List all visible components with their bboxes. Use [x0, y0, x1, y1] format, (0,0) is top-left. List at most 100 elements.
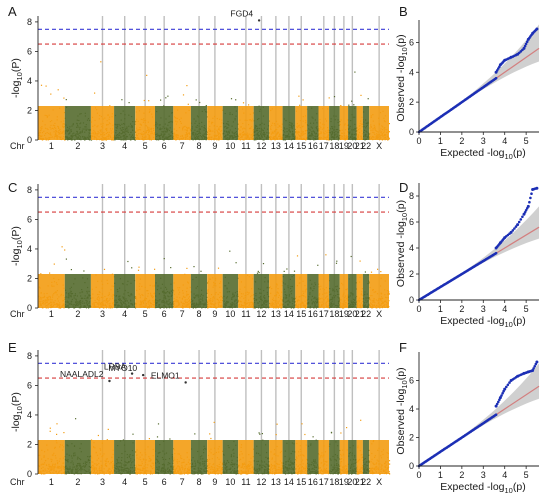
- gene-annotation: FGD4: [230, 8, 253, 18]
- chromosome-tick-label: 7: [180, 141, 185, 151]
- x-tick-label: 5: [524, 304, 529, 314]
- chromosome-base-band: [155, 106, 174, 140]
- chromosome-base-band: [282, 274, 296, 308]
- chromosome-tick-label: 4: [122, 141, 127, 151]
- y-tick-label: 8: [409, 191, 414, 201]
- data-point: [286, 268, 288, 270]
- chromosome-base-band: [329, 106, 340, 140]
- data-point: [353, 104, 355, 106]
- chromosome-tick-label: 5: [143, 141, 148, 151]
- data-point: [148, 438, 150, 440]
- chromosome-tick-label: 13: [271, 141, 281, 151]
- chromosome-base-band: [222, 274, 239, 308]
- qq-tail-point: [516, 223, 520, 227]
- chromosome-tick-label: 22: [361, 309, 371, 319]
- chromosome-base-band: [348, 106, 357, 140]
- qq-point: [523, 211, 527, 214]
- data-point: [206, 303, 208, 305]
- data-point: [128, 102, 130, 104]
- qq-tail-point: [522, 46, 526, 50]
- y-label-main: -log: [395, 55, 407, 73]
- chromosome-tick-label: 18: [329, 141, 339, 151]
- data-point: [335, 262, 338, 264]
- chromosome-base-band: [318, 274, 330, 308]
- x-label-sub: 10: [505, 320, 513, 329]
- y-label-sub: 10: [400, 213, 409, 221]
- data-point: [56, 433, 58, 435]
- x-tick-label: 4: [502, 304, 507, 314]
- y-axis-label: -log10(P): [10, 392, 24, 432]
- chromosome-base-band: [269, 106, 283, 140]
- chromosome-tick-label: 20: [347, 141, 357, 151]
- qq-point: [494, 76, 498, 80]
- x-label-end: (p): [513, 147, 526, 159]
- x-axis-label: Expected -log10(p): [440, 315, 525, 329]
- qq-point: [513, 227, 516, 230]
- data-point: [380, 271, 382, 273]
- x-tick-label: 0: [416, 136, 421, 146]
- annotated-point: [257, 19, 261, 22]
- data-point: [49, 272, 51, 274]
- data-point: [368, 281, 370, 283]
- data-point: [94, 92, 96, 94]
- data-point: [61, 246, 63, 248]
- qq-point: [525, 40, 529, 43]
- chromosome-base-band: [369, 274, 389, 308]
- data-point: [127, 260, 129, 263]
- chromosome-base-band: [64, 274, 91, 308]
- data-point: [340, 105, 342, 107]
- y-tick-label: 4: [409, 243, 414, 253]
- chromosome-tick-label: 7: [180, 309, 185, 319]
- chromosome-tick-label: 11: [241, 309, 250, 319]
- chromosome-base-band: [253, 274, 270, 308]
- y-label-end: (P): [10, 58, 22, 72]
- data-point: [299, 104, 301, 106]
- qq-tail-point: [535, 186, 539, 190]
- data-point: [258, 272, 260, 274]
- chromosome-tick-label: 14: [284, 309, 294, 319]
- data-point: [138, 266, 140, 268]
- chromosome-tick-label: 20: [347, 309, 357, 319]
- panel-letter: A: [8, 4, 17, 19]
- chromosome-tick-label: 2: [75, 141, 80, 151]
- chromosome-base-band: [269, 274, 283, 308]
- y-tick-label: 6: [27, 46, 32, 56]
- qq-point: [523, 44, 527, 48]
- chromosome-base-band: [173, 106, 191, 140]
- chromosome-tick-label: 10: [225, 141, 235, 151]
- data-point: [242, 102, 245, 104]
- data-point: [298, 95, 300, 97]
- qq-points: [417, 186, 539, 302]
- chromosome-base-band: [135, 274, 155, 308]
- chromosome-tick-label: 14: [284, 141, 294, 151]
- confidence-band: [419, 24, 539, 132]
- data-point: [65, 258, 67, 260]
- chromosome-tick-label: 18: [329, 309, 339, 319]
- chromosome-tick-label: 4: [122, 309, 127, 319]
- data-point: [107, 428, 109, 430]
- chromosome-tick-label: X: [376, 309, 382, 319]
- panel-letter: D: [399, 180, 408, 195]
- chromosome-tick-label: 2: [75, 309, 80, 319]
- chromosome-tick-label: 12: [256, 141, 266, 151]
- y-label-end: (P): [10, 226, 22, 240]
- x-tick-label: 1: [438, 304, 443, 314]
- chromosome-tick-label: 21: [355, 141, 365, 151]
- data-point: [360, 94, 362, 96]
- data-point: [40, 84, 43, 86]
- x-label-main: -log: [487, 147, 505, 159]
- y-axis-label: Observed -log10(p): [395, 200, 409, 287]
- data-point: [351, 100, 353, 102]
- data-point: [364, 271, 366, 273]
- x-tick-label: 3: [481, 304, 486, 314]
- data-point: [325, 254, 327, 256]
- data-point: [367, 98, 369, 100]
- y-tick-label: 4: [27, 244, 32, 254]
- qq-point: [529, 196, 532, 200]
- data-point: [186, 85, 188, 87]
- y-tick-label: 6: [409, 217, 414, 227]
- points-group: [38, 418, 391, 475]
- data-point: [248, 104, 250, 106]
- qq-tail-point: [509, 230, 513, 234]
